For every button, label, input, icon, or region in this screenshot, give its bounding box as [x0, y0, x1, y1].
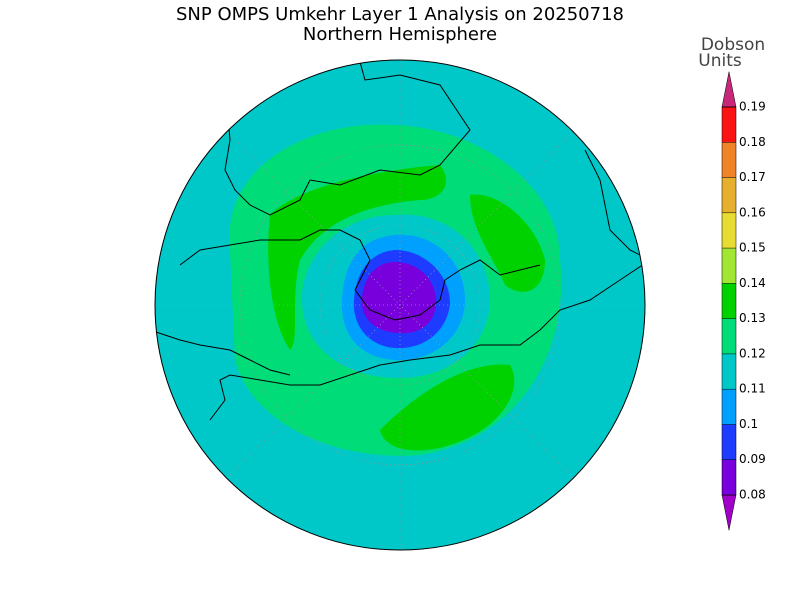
colorbar-band [722, 248, 736, 284]
colorbar-label: Units [698, 51, 742, 71]
colorbar-band [722, 318, 736, 354]
title: SNP OMPS Umkehr Layer 1 Analysis on 2025… [176, 4, 624, 25]
contour-region [470, 194, 545, 292]
colorbar: 0.08 0.09 0.1 0.11 0.12 0.13 0.14 0.15 0.16 0.17 0… [721, 71, 766, 531]
colorbar-band [722, 459, 736, 495]
colorbar-over [721, 71, 737, 108]
colorbar-tick-label: 0.19 [739, 100, 766, 114]
colorbar-tick-label: 0.12 [739, 346, 766, 360]
colorbar-band [722, 353, 736, 390]
colorbar-tick-label: 0.14 [739, 276, 766, 290]
colorbar-tick-label: 0.09 [739, 452, 766, 466]
colorbar-tick-label: 0.18 [739, 135, 766, 149]
colorbar-tick-label: 0.08 [739, 488, 766, 502]
colorbar-label: Dobson [701, 35, 765, 55]
colorbar-tick-label: 0.13 [739, 311, 766, 325]
colorbar-tick-label: 0.1 [739, 417, 758, 431]
contour-region [380, 364, 515, 451]
map [155, 60, 645, 550]
colorbar-band [722, 142, 736, 178]
colorbar-band [722, 107, 736, 143]
colorbar-tick-label: 0.16 [739, 205, 766, 219]
colorbar-band [722, 283, 736, 319]
colorbar-tick-label: 0.11 [739, 382, 766, 396]
subtitle: Northern Hemisphere [303, 24, 497, 45]
map-border [154, 59, 646, 551]
colorbar-tick-label: 0.17 [739, 170, 766, 184]
colorbar-tick-label: 0.15 [739, 241, 766, 255]
colorbar-band [722, 424, 736, 460]
colorbar-band [722, 212, 736, 249]
colorbar-under [721, 494, 737, 531]
colorbar-band [722, 177, 736, 213]
colorbar-band [722, 389, 736, 425]
contour-region [268, 165, 447, 350]
